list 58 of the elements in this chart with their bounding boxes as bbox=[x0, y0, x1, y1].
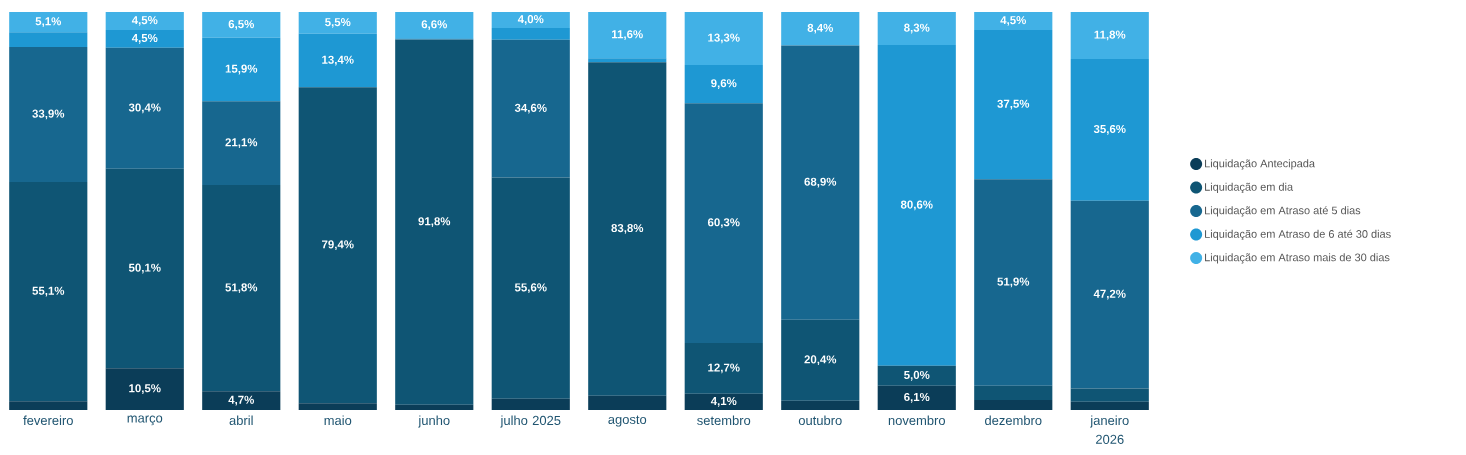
data-label: 6,5% bbox=[228, 20, 255, 30]
data-label: 50,1% bbox=[128, 263, 161, 274]
data-label: 21,1% bbox=[225, 138, 258, 149]
data-label: 83,8% bbox=[611, 224, 644, 234]
data-label: 10,5% bbox=[129, 384, 161, 394]
data-label: 4,5% bbox=[131, 33, 158, 44]
legend-label: Liquidação em Atraso de 6 até 30 dias bbox=[1205, 229, 1391, 241]
data-label: 34,6% bbox=[514, 103, 547, 114]
data-label: 80,6% bbox=[900, 200, 933, 211]
data-label: 5,0% bbox=[904, 370, 930, 381]
data-label: 13,3% bbox=[708, 33, 740, 44]
data-label: 6,6% bbox=[421, 20, 448, 30]
data-label: 55,6% bbox=[514, 283, 547, 294]
data-label: 8,3% bbox=[904, 23, 930, 34]
data-label: 4,7% bbox=[228, 395, 255, 406]
data-label: 68,9% bbox=[804, 177, 837, 188]
x-tick-label: março bbox=[127, 415, 163, 426]
x-tick-label: maio bbox=[324, 415, 352, 426]
x-tick-label: junho bbox=[418, 415, 450, 428]
data-label: 9,6% bbox=[711, 79, 737, 89]
data-label: 51,9% bbox=[997, 277, 1030, 288]
x-tick-label: agosto bbox=[608, 415, 647, 427]
data-label: 4,1% bbox=[710, 396, 737, 407]
data-label: 47,2% bbox=[1093, 289, 1126, 300]
data-label: 37,5% bbox=[997, 99, 1030, 110]
data-label: 12,7% bbox=[708, 363, 740, 374]
x-tick-label: dezembro bbox=[985, 415, 1042, 426]
data-label: 33,9% bbox=[32, 109, 65, 120]
x-tick-label: outubro bbox=[798, 415, 842, 426]
data-label: 11,8% bbox=[1094, 30, 1126, 41]
data-label: 79,4% bbox=[322, 240, 354, 251]
data-label: 4,5% bbox=[1000, 16, 1026, 26]
data-label: 55,1% bbox=[32, 286, 65, 297]
x-tick-label: novembro bbox=[888, 415, 945, 426]
data-label: 4,5% bbox=[131, 16, 158, 26]
legend-label: Liquidação Antecipada bbox=[1205, 159, 1315, 170]
x-tick-label: julho 2025 bbox=[500, 415, 561, 428]
data-label: 13,4% bbox=[322, 55, 354, 66]
data-label: 20,4% bbox=[804, 355, 837, 366]
data-label: 8,4% bbox=[807, 23, 833, 34]
x-tick-label: janeiro 2026 bbox=[1090, 415, 1129, 444]
data-label: 35,6% bbox=[1093, 124, 1126, 135]
x-tick-label: abril bbox=[229, 415, 253, 426]
data-label: 60,3% bbox=[707, 218, 740, 229]
legend-label: Liquidação em Atraso mais de 30 dias bbox=[1205, 253, 1390, 264]
data-label: 30,4% bbox=[128, 103, 161, 114]
x-tick-label: setembro bbox=[697, 415, 751, 426]
data-label: 5,1% bbox=[35, 17, 62, 27]
data-label: 15,9% bbox=[225, 64, 258, 75]
x-tick-label: fevereiro bbox=[23, 415, 73, 426]
legend-label: Liquidação em dia bbox=[1205, 182, 1294, 193]
data-label: 91,8% bbox=[418, 217, 451, 228]
data-label: 6,1% bbox=[904, 392, 930, 403]
data-label: 5,5% bbox=[325, 18, 351, 28]
data-label: 51,8% bbox=[225, 283, 258, 294]
legend-label: Liquidação em Atraso até 5 dias bbox=[1205, 206, 1361, 217]
data-label: 4,0% bbox=[517, 15, 544, 25]
data-label: 11,6% bbox=[612, 30, 643, 40]
